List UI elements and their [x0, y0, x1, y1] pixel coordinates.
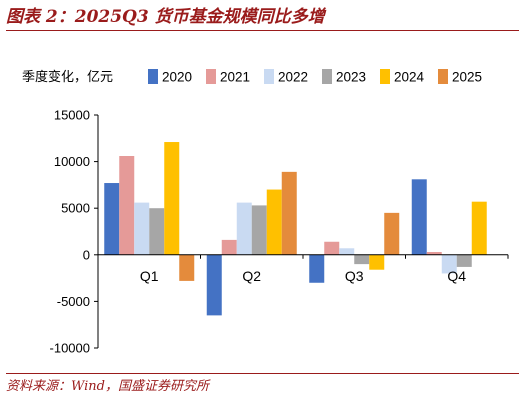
category-label: Q3: [345, 268, 364, 284]
bar-2021-Q2: [221, 239, 237, 255]
legend-label: 2023: [336, 70, 366, 85]
bar-2022-Q1: [134, 202, 150, 255]
category-label: Q1: [140, 268, 159, 284]
y-tick-label: 0: [83, 247, 90, 262]
legend-swatch: [264, 69, 274, 84]
legend-swatch: [322, 69, 332, 84]
figure-title: 图表 2：2025Q3 货币基金规模同比多增: [6, 3, 519, 31]
bars: [104, 142, 487, 316]
legend-swatch: [206, 69, 216, 84]
bar-2023-Q3: [354, 254, 370, 265]
source-note: 资料来源：Wind，国盛证券研究所: [6, 373, 519, 399]
bar-2023-Q4: [456, 254, 472, 267]
bar-2021-Q1: [119, 156, 135, 255]
y-tick-label: -5000: [57, 294, 90, 309]
legend-swatch: [148, 69, 158, 84]
legend-label: 2020: [162, 70, 192, 85]
bar-2022-Q3: [339, 248, 355, 255]
legend-label: 2024: [394, 70, 425, 85]
y-tick-label: -10000: [50, 341, 90, 356]
bar-2024-Q1: [164, 142, 180, 255]
category-label: Q2: [242, 268, 261, 284]
bar-2024-Q2: [266, 189, 282, 255]
bar-2024-Q3: [369, 254, 385, 270]
legend-label: 2022: [278, 70, 308, 85]
unit-label: 季度变化，亿元: [22, 69, 113, 85]
bar-2025-Q1: [179, 254, 195, 281]
bar-2020-Q4: [411, 179, 427, 255]
bar-2024-Q4: [471, 201, 487, 255]
bar-2023-Q2: [251, 205, 267, 255]
bar-2021-Q4: [426, 252, 442, 255]
bar-2022-Q4: [441, 254, 457, 274]
bar-2023-Q1: [149, 208, 165, 255]
legend-label: 2021: [220, 70, 250, 85]
y-tick-label: 5000: [61, 201, 90, 216]
y-tick-label: 15000: [54, 108, 90, 123]
bar-2021-Q3: [324, 241, 340, 255]
category-label: Q4: [447, 268, 466, 284]
bar-2025-Q3: [384, 212, 400, 255]
legend-label: 2025: [452, 70, 482, 85]
legend-swatch: [438, 69, 448, 84]
x-axis: Q1 Q2 Q3 Q4: [97, 254, 509, 284]
legend: 2020 2021 2022 2023 2024 2025: [148, 69, 482, 85]
bar-2025-Q2: [281, 171, 297, 255]
bar-2020-Q3: [309, 254, 325, 283]
legend-swatch: [380, 69, 390, 84]
bar-2020-Q2: [206, 254, 222, 316]
y-tick-label: 10000: [54, 154, 90, 169]
y-axis: 15000 10000 5000 0 -5000 -10000: [50, 108, 99, 356]
bar-2020-Q1: [104, 183, 120, 255]
bar-2022-Q2: [236, 202, 252, 255]
